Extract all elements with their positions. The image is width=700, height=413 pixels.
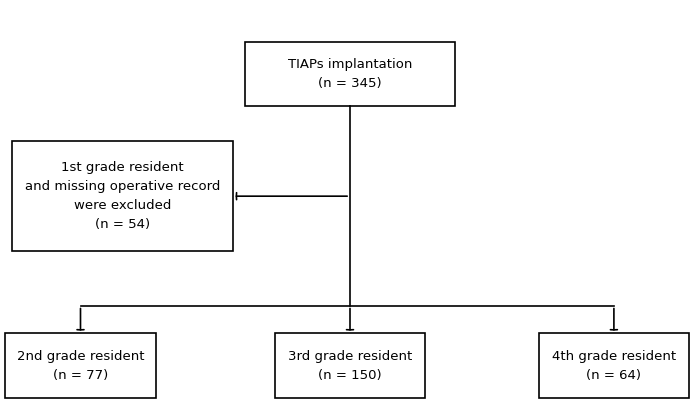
FancyBboxPatch shape [6,334,155,397]
Text: 4th grade resident
(n = 64): 4th grade resident (n = 64) [552,349,676,382]
FancyBboxPatch shape [245,43,455,107]
Text: 1st grade resident
and missing operative record
were excluded
(n = 54): 1st grade resident and missing operative… [25,161,221,231]
FancyBboxPatch shape [12,141,232,251]
FancyBboxPatch shape [539,334,689,397]
Text: 2nd grade resident
(n = 77): 2nd grade resident (n = 77) [17,349,144,382]
Text: 3rd grade resident
(n = 150): 3rd grade resident (n = 150) [288,349,412,382]
FancyBboxPatch shape [274,334,426,397]
Text: TIAPs implantation
(n = 345): TIAPs implantation (n = 345) [288,58,412,90]
